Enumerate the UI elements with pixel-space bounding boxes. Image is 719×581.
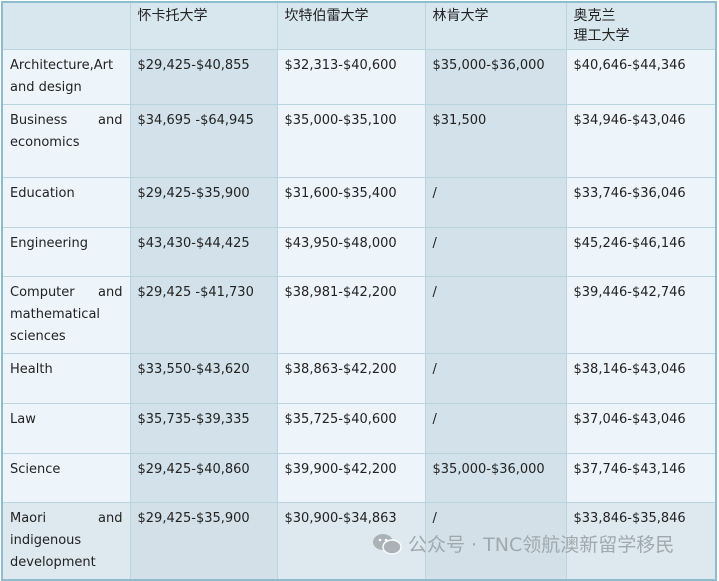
tuition-cell: $33,846-$35,846 <box>565 502 717 581</box>
table-row: Engineering $43,430-$44,425 $43,950-$48,00… <box>1 227 717 277</box>
tuition-cell: $43,950-$48,000 <box>276 227 426 277</box>
table-row: Education $29,425-$35,900 $31,600-$35,400/… <box>1 177 717 228</box>
field-name-cell: Maori and indigenous development <box>1 502 131 581</box>
tuition-cell: $29,425-$35,900 <box>129 502 278 581</box>
table-row: Computer and mathematical sciences $29,42… <box>1 276 717 354</box>
tuition-cell: $34,695 -$64,945 <box>129 104 278 178</box>
field-name-cell: Science <box>1 453 131 503</box>
table-row: Business and economics $34,695 -$64,945 $3… <box>1 104 717 178</box>
watermark: 公众号 · TNC领航澳新留学移民 <box>372 530 674 557</box>
tuition-cell: $29,425 -$41,730 <box>129 276 278 354</box>
watermark-text: 公众号 · TNC领航澳新留学移民 <box>408 534 675 556</box>
tuition-cell: $33,550-$43,620 <box>129 353 278 404</box>
tuition-cell: $38,863-$42,200 <box>276 353 426 404</box>
tuition-cell: / <box>424 276 567 354</box>
tuition-cell: $39,900-$42,200 <box>276 453 426 503</box>
tuition-cell: / <box>424 403 567 454</box>
tuition-cell: $31,500 <box>424 104 567 178</box>
tuition-cell: $29,425-$40,860 <box>129 453 278 503</box>
tuition-cell: $35,725-$40,600 <box>276 403 426 454</box>
tuition-cell: $38,981-$42,200 <box>276 276 426 354</box>
tuition-cell: $37,746-$43,146 <box>565 453 717 503</box>
tuition-cell: $33,746-$36,046 <box>565 177 717 228</box>
table-row: Law $35,735-$39,335 $35,725-$40,600/$37,04… <box>1 403 717 454</box>
tuition-cell: $38,146-$43,046 <box>565 353 717 404</box>
tuition-cell: $30,900-$34,863 <box>276 502 426 581</box>
tuition-cell: $40,646-$44,346 <box>565 49 717 105</box>
tuition-cell: $29,425-$40,855 <box>129 49 278 105</box>
tuition-cell: $45,246-$46,146 <box>565 227 717 277</box>
tuition-cell: $31,600-$35,400 <box>276 177 426 228</box>
column-header: 林肯大学 <box>424 1 567 50</box>
tuition-cell: / <box>424 353 567 404</box>
field-name-cell: Health <box>1 353 131 404</box>
tuition-cell: $35,735-$39,335 <box>129 403 278 454</box>
table-row: Maori and indigenous development $29,425-… <box>1 502 717 581</box>
tuition-cell: $32,313-$40,600 <box>276 49 426 105</box>
column-header: 坎特伯雷大学 <box>276 1 426 50</box>
table-row: Health $33,550-$43,620 $38,863-$42,200/$38… <box>1 353 717 404</box>
header-row: 怀卡托大学 坎特伯雷大学 林肯大学 奥克兰 理工大学 <box>1 1 717 50</box>
tuition-cell: $39,446-$42,746 <box>565 276 717 354</box>
column-header: 怀卡托大学 <box>129 1 278 50</box>
tuition-cell: $29,425-$35,900 <box>129 177 278 228</box>
table-row: Architecture,Art and design $29,425-$40,8… <box>1 49 717 105</box>
tuition-cell: / <box>424 227 567 277</box>
field-name-cell: Engineering <box>1 227 131 277</box>
field-name-cell: Education <box>1 177 131 228</box>
tuition-cell: / <box>424 502 567 581</box>
field-name-cell: Business and economics <box>1 104 131 178</box>
tuition-cell: $35,000-$36,000 <box>424 453 567 503</box>
column-header: 奥克兰 理工大学 <box>565 1 717 50</box>
tuition-cell: $35,000-$35,100 <box>276 104 426 178</box>
field-name-cell: Architecture,Art and design <box>1 49 131 105</box>
wechat-icon <box>373 533 402 555</box>
field-name-cell: Computer and mathematical sciences <box>1 276 131 354</box>
tuition-cell: $37,046-$43,046 <box>565 403 717 454</box>
table-row: Science $29,425-$40,860 $39,900-$42,200 $35… <box>1 453 717 503</box>
field-name-cell: Law <box>1 403 131 454</box>
column-header <box>1 1 131 50</box>
tuition-cell: $43,430-$44,425 <box>129 227 278 277</box>
tuition-cell: $35,000-$36,000 <box>424 49 567 105</box>
tuition-cell: $34,946-$43,046 <box>565 104 717 178</box>
tuition-cell: / <box>424 177 567 228</box>
